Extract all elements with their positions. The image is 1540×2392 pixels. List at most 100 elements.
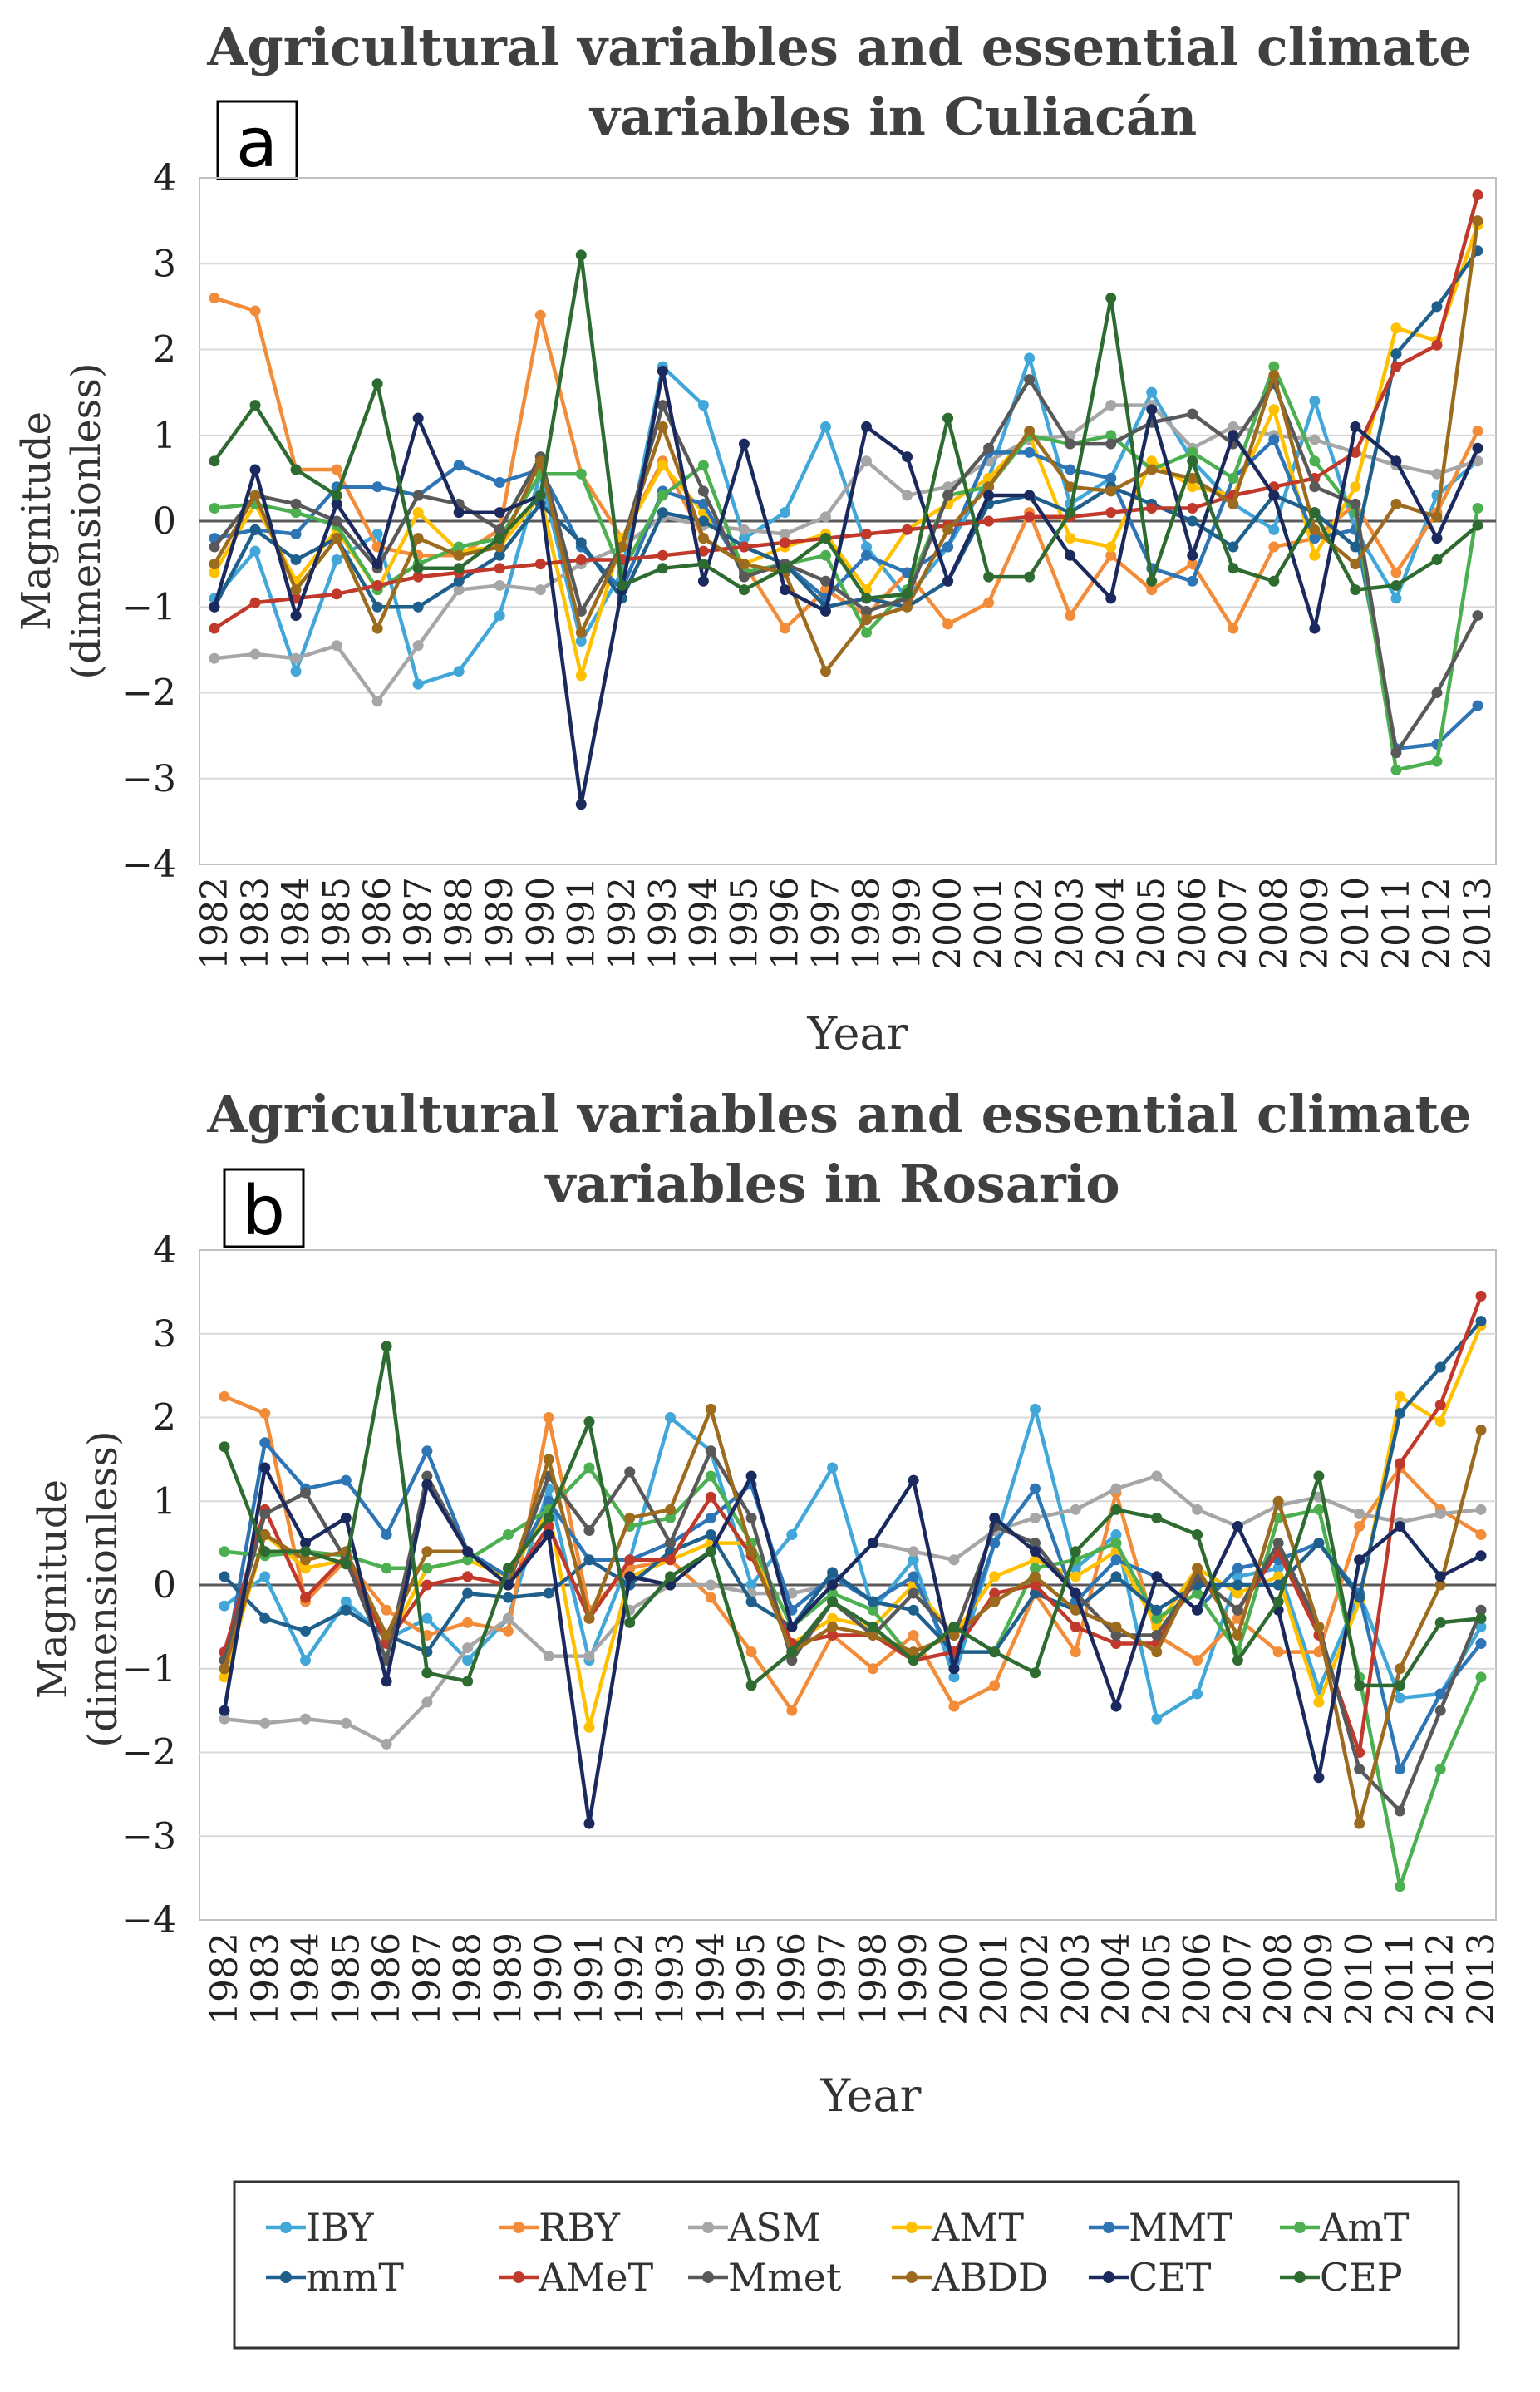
data-point: [494, 610, 505, 622]
data-point: [902, 601, 913, 613]
data-point: [219, 1713, 230, 1725]
data-point: [1192, 1604, 1203, 1616]
data-point: [665, 1554, 677, 1566]
data-point: [908, 1604, 919, 1616]
data-point: [705, 1403, 716, 1415]
data-point: [1232, 1579, 1243, 1591]
x-tick-label: 1990: [519, 877, 562, 970]
data-point: [948, 1554, 960, 1566]
data-point: [1390, 361, 1402, 372]
data-point: [1151, 1646, 1163, 1658]
data-point: [1110, 1700, 1122, 1712]
legend-swatch-marker: [280, 2271, 292, 2283]
data-point: [249, 400, 261, 411]
data-point: [745, 1680, 757, 1691]
x-tick-label: 2005: [1131, 877, 1173, 970]
data-point: [290, 507, 302, 519]
data-point: [1472, 215, 1483, 227]
data-point: [583, 1554, 595, 1566]
x-tick-label: 1999: [887, 877, 929, 970]
data-point: [453, 460, 465, 471]
legend-swatch-marker: [702, 2222, 714, 2233]
data-point: [219, 1546, 230, 1558]
data-point: [738, 524, 750, 535]
data-point: [290, 528, 302, 539]
data-point: [494, 524, 505, 535]
data-point: [494, 477, 505, 489]
x-tick-label: 2006: [1177, 1932, 1219, 2025]
data-point: [219, 1390, 230, 1402]
data-point: [371, 601, 383, 613]
data-point: [1232, 1520, 1243, 1532]
data-point: [827, 1567, 839, 1578]
data-point: [697, 515, 709, 527]
data-point: [340, 1474, 352, 1486]
data-point: [1309, 549, 1321, 561]
data-point: [412, 507, 424, 519]
data-point: [209, 293, 220, 304]
data-point: [989, 1596, 1001, 1607]
data-point: [300, 1554, 312, 1566]
data-point: [494, 507, 505, 519]
data-point: [705, 1579, 716, 1591]
data-point: [1268, 369, 1280, 381]
data-point: [942, 541, 954, 553]
data-point: [1187, 515, 1198, 527]
data-point: [942, 490, 954, 501]
x-tick-label: 2011: [1379, 1932, 1421, 2025]
data-point: [1065, 533, 1076, 544]
data-point: [1268, 490, 1280, 501]
data-point: [331, 464, 342, 475]
data-point: [1394, 1390, 1405, 1402]
data-point: [462, 1587, 474, 1599]
series-ABDD: [219, 1403, 1487, 1829]
data-point: [657, 563, 668, 574]
data-point: [290, 464, 302, 475]
data-point: [1228, 498, 1239, 509]
data-point: [1029, 1579, 1041, 1591]
data-point: [259, 1546, 271, 1558]
data-point: [624, 1617, 636, 1628]
x-tick-label: 1997: [804, 877, 847, 970]
data-point: [1350, 421, 1361, 432]
data-point: [1192, 1688, 1203, 1700]
data-point: [908, 1646, 919, 1658]
data-point: [948, 1629, 960, 1641]
data-point: [331, 490, 342, 501]
data-point: [1110, 1504, 1122, 1515]
data-point: [1309, 524, 1321, 535]
data-point: [827, 1587, 839, 1599]
data-point: [948, 1621, 960, 1632]
data-point: [502, 1612, 514, 1624]
data-point: [421, 1470, 433, 1482]
legend-item-AMT: AMT: [892, 2205, 1024, 2250]
data-point: [1354, 1818, 1365, 1829]
data-point: [1029, 1538, 1041, 1549]
data-point: [705, 1546, 716, 1558]
data-point: [1313, 1504, 1325, 1515]
x-tick-label: 1985: [325, 1932, 367, 2025]
data-point: [340, 1604, 352, 1616]
data-point: [738, 559, 750, 570]
data-point: [1151, 1512, 1163, 1523]
data-point: [786, 1705, 798, 1716]
data-point: [331, 640, 342, 652]
data-point: [1272, 1596, 1284, 1607]
data-point: [1394, 1680, 1405, 1691]
data-point: [697, 498, 709, 509]
x-tick-label: 1996: [771, 1932, 814, 2025]
series-line: [222, 1465, 1483, 1826]
data-point: [421, 1579, 433, 1591]
data-point: [1390, 498, 1402, 509]
x-tick-label: 1990: [528, 1932, 570, 2025]
data-point: [300, 1625, 312, 1637]
series-line: [222, 1344, 1482, 1688]
x-tick-label: 1987: [397, 877, 440, 970]
x-tick-label: 2000: [927, 877, 970, 970]
data-point: [371, 559, 383, 570]
data-point: [1313, 1621, 1325, 1632]
data-point: [1268, 575, 1280, 587]
panel-a-x-ticks: 1982198319841985198619871988198919901991…: [194, 877, 1499, 970]
data-point: [1313, 1772, 1325, 1784]
